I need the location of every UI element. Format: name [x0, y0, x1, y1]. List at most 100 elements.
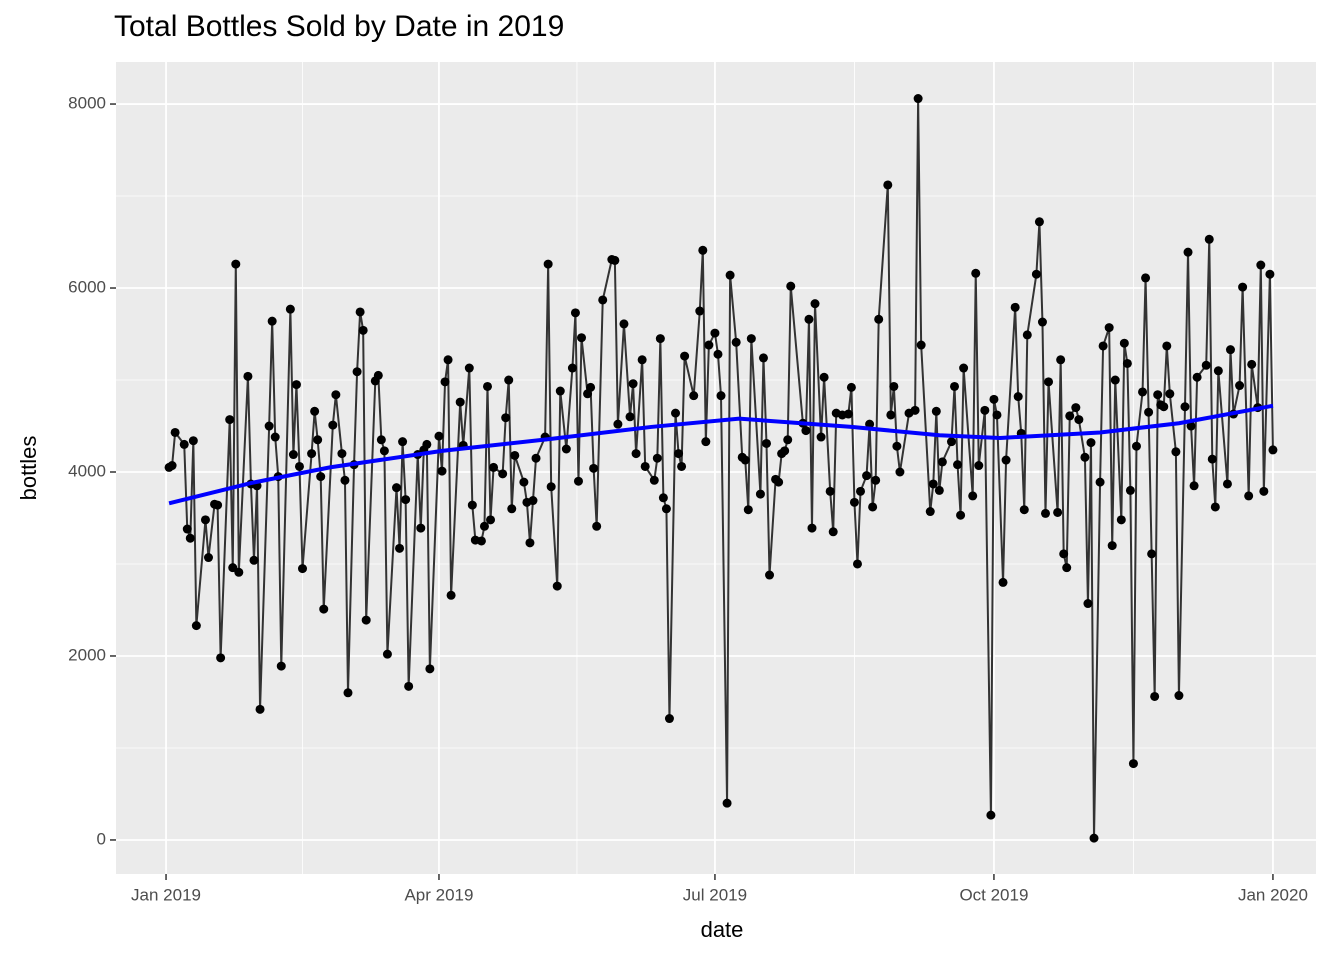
data-point [1138, 387, 1148, 397]
data-point [340, 475, 350, 485]
data-point [298, 564, 308, 574]
data-point [950, 381, 960, 391]
data-point [355, 307, 365, 317]
data-point [1022, 330, 1032, 340]
data-point [761, 438, 771, 448]
data-point [892, 441, 902, 451]
data-point [586, 382, 596, 392]
data-point [555, 386, 565, 396]
data-point [479, 521, 489, 531]
data-point [416, 523, 426, 533]
data-point [598, 295, 608, 305]
data-point [868, 502, 878, 512]
data-point [170, 427, 180, 437]
data-point [294, 461, 304, 471]
y-axis-title: bottles [16, 436, 41, 501]
data-point [613, 419, 623, 429]
data-point [1125, 485, 1135, 495]
data-point [1044, 377, 1054, 387]
data-point [552, 581, 562, 591]
data-point [455, 397, 465, 407]
data-point [249, 555, 259, 565]
data-point [1001, 455, 1011, 465]
data-point [1180, 402, 1190, 412]
data-point [1037, 317, 1047, 327]
trend-line [168, 403, 1274, 506]
data-point [664, 714, 674, 724]
data-point [1110, 375, 1120, 385]
x-tick-label: Jul 2019 [683, 885, 747, 904]
y-tick-label: 8000 [68, 94, 106, 113]
data-point [1074, 415, 1084, 425]
data-point [1040, 508, 1050, 518]
data-point [874, 314, 884, 324]
data-point [1225, 345, 1235, 355]
data-point [200, 515, 210, 525]
data-point [819, 372, 829, 382]
data-point [934, 485, 944, 495]
data-point [440, 377, 450, 387]
data-point [661, 504, 671, 514]
data-point [801, 426, 811, 436]
data-point [1171, 447, 1181, 457]
data-point [856, 486, 866, 496]
data-point [1034, 217, 1044, 227]
data-point [1098, 341, 1108, 351]
data-point [1186, 421, 1196, 431]
y-tick-label: 2000 [68, 645, 106, 664]
data-point [482, 381, 492, 391]
data-point [1010, 302, 1020, 312]
data-point [1031, 269, 1041, 279]
data-point [1095, 477, 1105, 487]
data-point [722, 798, 732, 808]
data-point [434, 431, 444, 441]
data-point [755, 489, 765, 499]
data-point [358, 325, 368, 335]
data-point [291, 380, 301, 390]
data-point [1153, 390, 1163, 400]
data-point [774, 477, 784, 487]
data-point [883, 180, 893, 190]
data-point [1222, 479, 1232, 489]
x-tick-label: Jan 2019 [131, 885, 201, 904]
data-point [276, 661, 286, 671]
x-tick-label: Apr 2019 [404, 885, 473, 904]
data-point [825, 486, 835, 496]
data-point [895, 467, 905, 477]
data-point [1210, 502, 1220, 512]
data-point [404, 681, 414, 691]
data-point [677, 461, 687, 471]
data-point [704, 340, 714, 350]
data-point [1019, 505, 1029, 515]
data-point [313, 435, 323, 445]
data-point [592, 521, 602, 531]
data-point [191, 621, 201, 631]
data-point [167, 461, 177, 471]
data-point [267, 316, 277, 326]
data-point [765, 570, 775, 580]
data-point [865, 419, 875, 429]
data-point [743, 505, 753, 515]
data-point [1131, 441, 1141, 451]
data-point [671, 408, 681, 418]
data-point [746, 334, 756, 344]
data-point [1062, 563, 1072, 573]
data-point [913, 94, 923, 104]
data-point [392, 483, 402, 493]
data-point [376, 435, 386, 445]
data-point [998, 577, 1008, 587]
data-point [577, 333, 587, 343]
data-point [846, 382, 856, 392]
data-point [188, 436, 198, 446]
data-point [807, 523, 817, 533]
data-point [270, 432, 280, 442]
data-point [316, 472, 326, 482]
data-point [352, 367, 362, 377]
data-point [498, 469, 508, 479]
data-point [925, 507, 935, 517]
data-point [255, 704, 265, 714]
data-point [489, 462, 499, 472]
data-point [1059, 549, 1069, 559]
data-point [1235, 381, 1245, 391]
data-point [680, 351, 690, 361]
